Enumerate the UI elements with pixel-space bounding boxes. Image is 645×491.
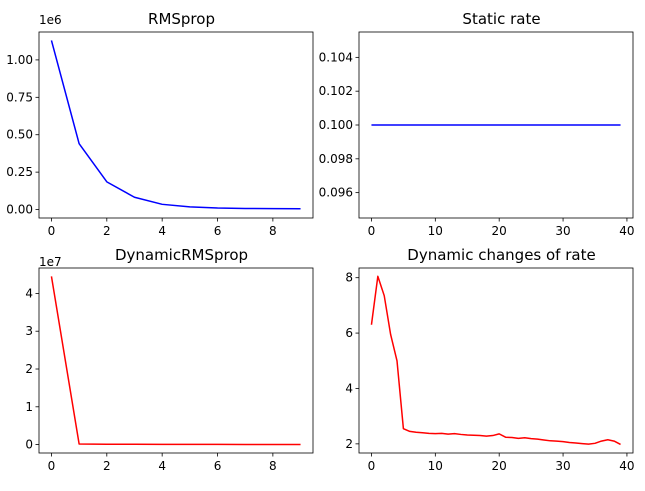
x-tick-label: 0 (368, 224, 376, 238)
x-tick-label: 4 (158, 224, 166, 238)
y-offset-text: 1e7 (39, 255, 62, 269)
y-tick-label: 2 (25, 362, 33, 376)
x-tick-label: 10 (428, 459, 443, 473)
y-tick-label: 3 (25, 324, 33, 338)
y-tick-label: 0.096 (319, 186, 353, 200)
x-tick-label: 30 (555, 459, 570, 473)
y-tick-label: 2 (345, 437, 353, 451)
series-line (50, 276, 301, 446)
subplot-title: DynamicRMSprop (115, 246, 248, 264)
x-tick-label: 8 (269, 459, 277, 473)
y-tick-label: 1.00 (6, 53, 33, 67)
y-tick-label: 4 (25, 286, 33, 300)
subplot-title: RMSprop (148, 10, 215, 28)
subplot-title: Dynamic changes of rate (407, 246, 595, 264)
subplot-dynamic-changes-of-rate: Dynamic changes of rate 0 10 20 30 40 2 4 6 8 (345, 246, 634, 473)
x-tick-label: 30 (555, 224, 570, 238)
y-tick-label: 1 (25, 400, 33, 414)
x-tick-label: 40 (619, 459, 634, 473)
y-tick-label: 0.098 (319, 152, 353, 166)
subplot-static-rate: Static rate 0 10 20 30 40 0.096 0.098 0.100 0.10… (319, 10, 635, 238)
series-line (50, 40, 301, 210)
x-tick-label: 6 (214, 224, 222, 238)
x-tick-label: 0 (368, 459, 376, 473)
y-tick-label: 8 (345, 271, 353, 285)
y-tick-label: 6 (345, 326, 353, 340)
x-tick-label: 8 (269, 224, 277, 238)
y-tick-label: 0.00 (6, 203, 33, 217)
subplot-dynamic-rmsprop: DynamicRMSprop 1e7 0 2 4 6 8 0 1 2 3 4 (25, 246, 314, 473)
series-line (370, 275, 621, 446)
y-tick-label: 0.50 (6, 128, 33, 142)
x-tick-label: 40 (619, 224, 634, 238)
axes-frame (38, 31, 314, 219)
y-offset-text: 1e6 (39, 13, 62, 27)
x-tick-label: 20 (492, 224, 507, 238)
y-tick-label: 0.100 (319, 118, 353, 132)
x-tick-label: 0 (48, 224, 56, 238)
x-tick-label: 20 (492, 459, 507, 473)
x-tick-label: 2 (103, 459, 111, 473)
y-tick-label: 0.104 (319, 50, 353, 64)
axes-frame (38, 267, 314, 454)
y-tick-label: 0.25 (6, 165, 33, 179)
axes-frame (358, 267, 634, 454)
subplot-rmsprop: RMSprop 1e6 0 2 4 6 8 0.00 0.25 0.50 0.75 1.00 (6, 10, 314, 238)
x-tick-label: 10 (428, 224, 443, 238)
x-tick-label: 0 (48, 459, 56, 473)
x-tick-label: 2 (103, 224, 111, 238)
y-tick-label: 0 (25, 438, 33, 452)
y-tick-label: 0.102 (319, 84, 353, 98)
y-tick-label: 4 (345, 381, 353, 395)
subplot-title: Static rate (462, 10, 540, 28)
x-tick-label: 4 (158, 459, 166, 473)
x-tick-label: 6 (214, 459, 222, 473)
y-tick-label: 0.75 (6, 90, 33, 104)
